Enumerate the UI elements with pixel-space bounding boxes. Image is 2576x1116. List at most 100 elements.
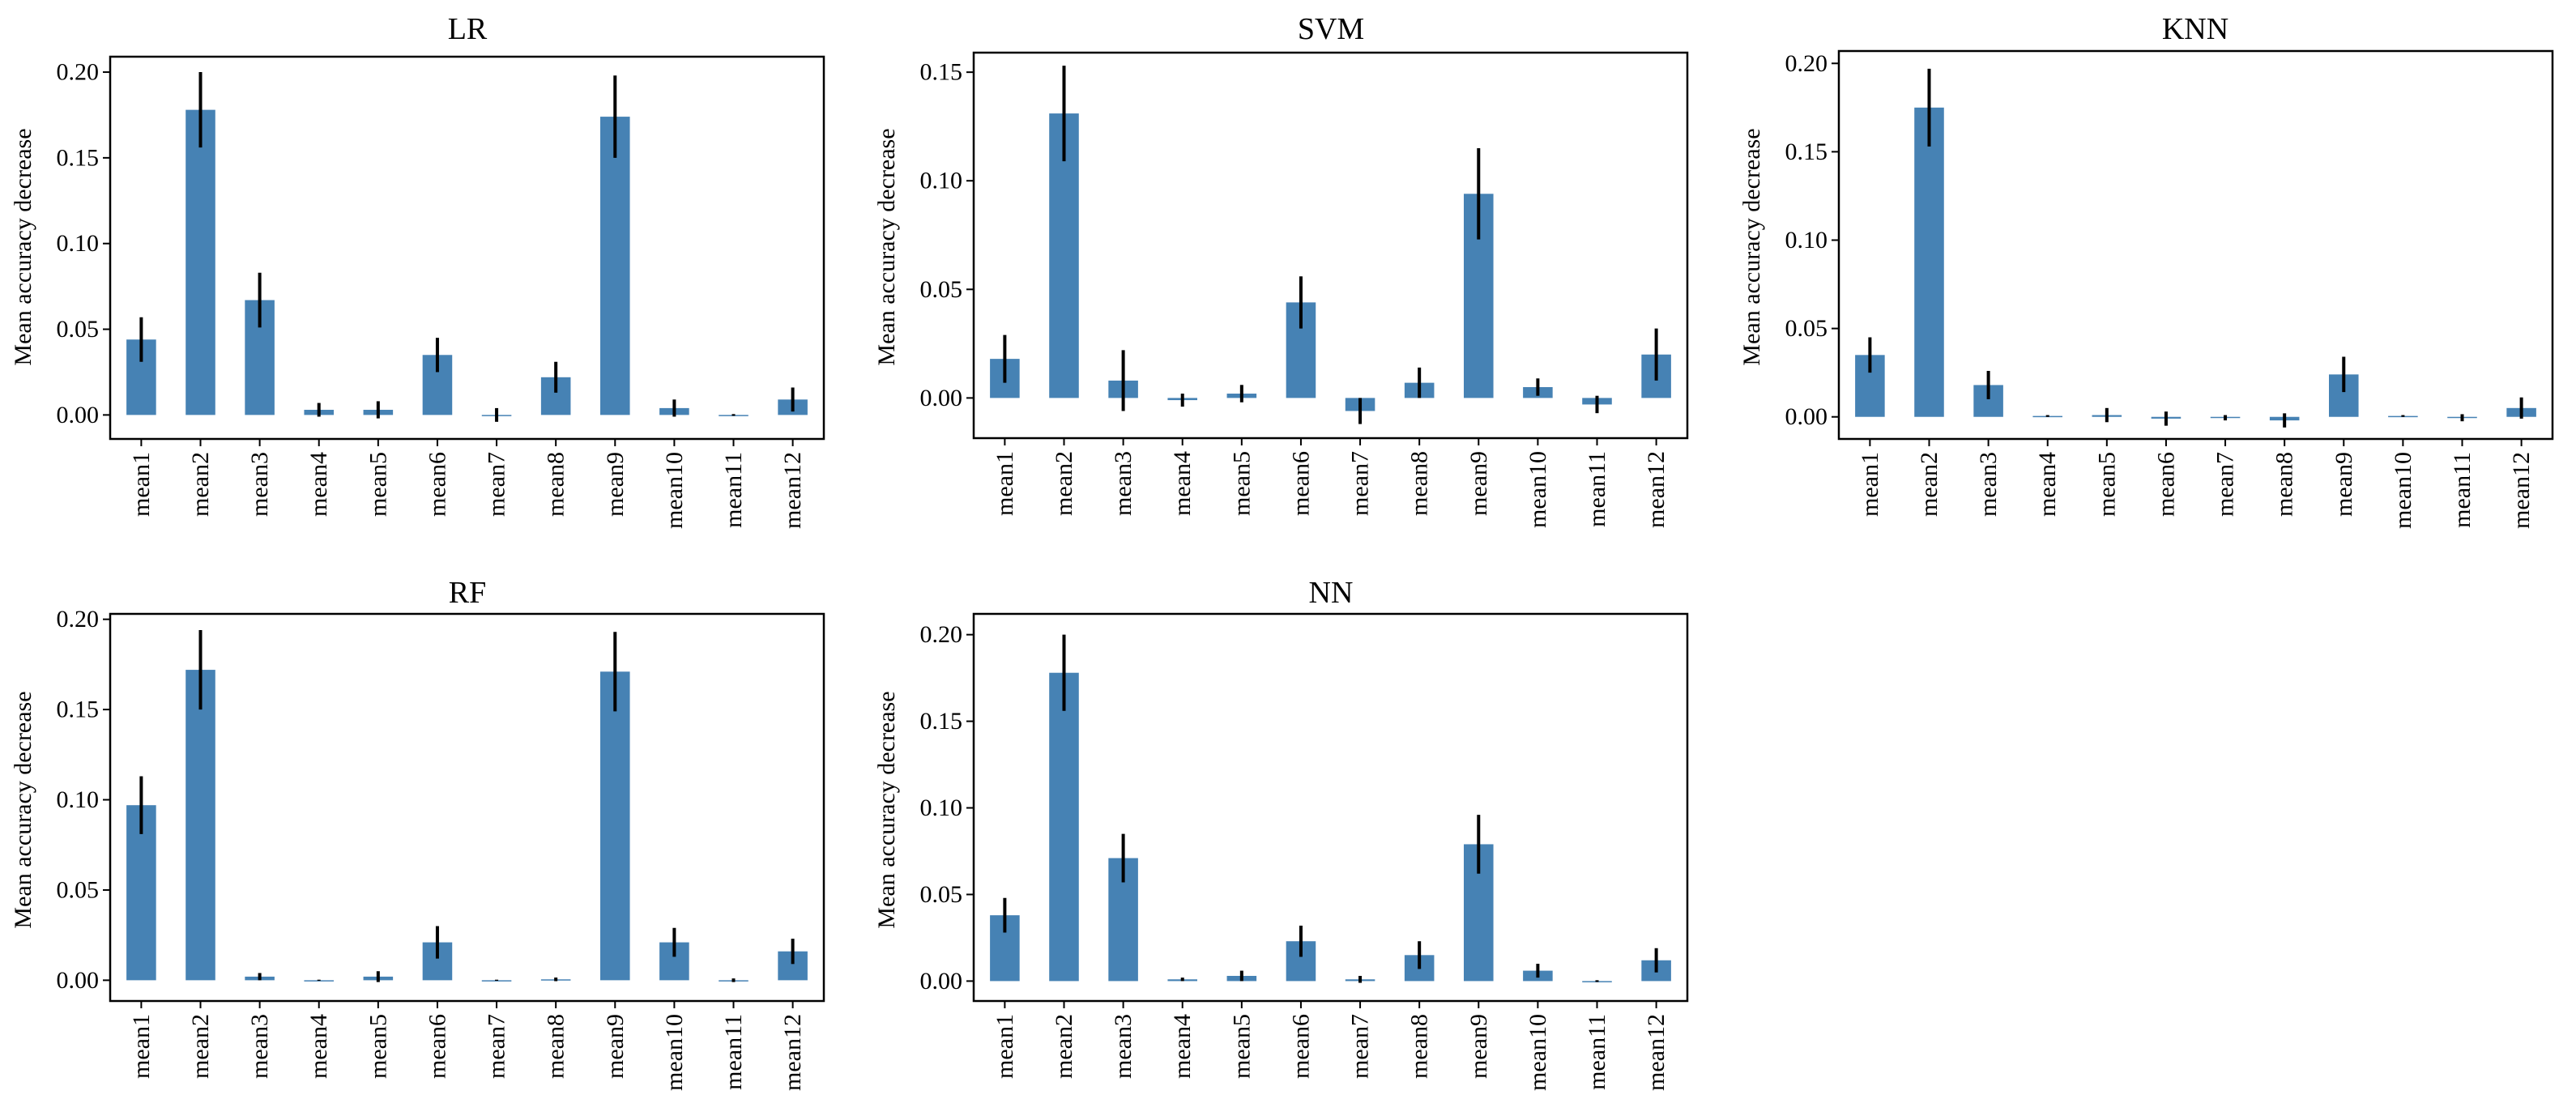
bar-mean2 [186,670,215,981]
y-tick-label: 0.05 [920,881,963,908]
x-tick-label: mean10 [2390,452,2416,529]
x-tick-label: mean11 [1584,451,1610,527]
x-tick-label: mean9 [602,1014,629,1079]
y-tick-label: 0.10 [57,786,100,813]
subplot-lr: LR Mean accuracy decrease 0.000.050.100.… [10,12,825,529]
x-tick-label: mean2 [1916,452,1943,517]
x-tick-label: mean1 [128,1014,155,1079]
bar-mean4 [304,980,334,982]
bar-mean9 [600,117,630,415]
subplot-knn-y-axis: 0.00 0.05 0.10 0.15 0.20 [1785,50,1839,430]
subplot-nn-x-axis: mean1 mean2 mean3 mean4 mean5 mean6 mean7 mean8… [992,1001,1670,1091]
x-tick-label: mean7 [484,1014,510,1079]
y-tick-label: 0.05 [57,876,100,903]
subplot-knn-bars [1855,107,2536,421]
subplot-lr-bars [126,109,808,416]
x-tick-label: mean8 [543,452,569,517]
x-tick-label: mean12 [1643,451,1670,528]
y-tick-label: 0.15 [920,59,963,86]
subplot-svm-error-bars [1003,66,1658,424]
subplot-rf: RF Mean accuracy decrease 0.000.050.100.… [10,576,825,1091]
x-tick-label: mean2 [1051,451,1077,516]
x-tick-label: mean4 [2034,452,2061,517]
subplot-nn-error-bars [1003,634,1658,983]
x-tick-label: mean10 [661,452,688,529]
x-tick-label: mean3 [1975,452,2002,517]
x-tick-label: mean5 [1228,1014,1255,1079]
subplot-knn-ylabel: Mean accuracy decrease [1738,128,1765,365]
subplot-rf-frame [109,612,825,1003]
x-tick-label: mean8 [1406,1014,1433,1079]
subplot-svm-y-axis: 0.00 0.05 0.10 0.15 [920,59,974,411]
subplot-knn-title: KNN [2162,12,2228,46]
x-tick-label: mean9 [1465,451,1492,516]
subplot-rf-ylabel: Mean accuracy decrease [10,691,36,928]
subplot-rf-x-axis: mean1 mean2 mean3 mean4 mean5 mean6 mean7 mean8… [128,1001,806,1091]
x-tick-label: mean3 [246,1014,273,1079]
y-tick-label: 0.20 [57,606,100,633]
subplot-nn-y-axis: 0.00 0.05 0.10 0.15 0.20 [920,621,974,995]
x-tick-label: mean6 [1287,451,1314,516]
bar-mean7 [481,980,512,982]
y-tick-label: 0.00 [1785,403,1828,430]
x-tick-label: mean4 [305,1014,332,1079]
subplot-knn-error-bars [1868,68,2523,428]
x-tick-label: mean12 [779,1014,806,1091]
x-tick-label: mean11 [720,452,747,528]
y-tick-label: 0.10 [57,230,100,257]
bar-mean2 [1049,672,1079,982]
x-tick-label: mean7 [2212,452,2239,517]
subplot-svm: SVM Mean accuracy decrease 0.000.050.100… [873,12,1689,528]
x-tick-label: mean6 [424,1014,450,1079]
y-tick-label: 0.10 [1785,227,1828,253]
subplot-lr-ylabel: Mean accuracy decrease [10,128,36,365]
x-tick-label: mean12 [1643,1014,1670,1091]
x-tick-label: mean5 [1228,451,1255,516]
x-tick-label: mean12 [779,452,806,529]
x-tick-label: mean3 [246,452,273,517]
subplot-nn-bars [990,672,1671,982]
subplot-nn: NN Mean accuracy decrease 0.000.050.100.… [873,576,1689,1091]
x-tick-label: mean8 [543,1014,569,1079]
y-tick-label: 0.05 [1785,315,1828,342]
subplot-svm-x-axis: mean1 mean2 mean3 mean4 mean5 mean6 mean7 mean8… [992,438,1670,528]
x-tick-label: mean9 [602,452,629,517]
y-tick-label: 0.00 [57,967,100,994]
x-tick-label: mean11 [2449,452,2476,528]
x-tick-label: mean1 [128,452,155,517]
y-tick-label: 0.10 [920,168,963,194]
subplot-svm-bars [990,113,1671,411]
y-tick-label: 0.00 [57,402,100,428]
x-tick-label: mean6 [2152,452,2179,517]
x-tick-label: mean7 [1347,451,1374,516]
x-tick-label: mean8 [1406,451,1433,516]
x-tick-label: mean5 [365,452,391,517]
x-tick-label: mean1 [1857,452,1883,517]
x-tick-label: mean11 [720,1014,747,1090]
subplot-rf-bars [126,670,808,982]
x-tick-label: mean4 [1169,1014,1196,1079]
x-tick-label: mean2 [187,452,214,517]
subplot-rf-error-bars [139,630,795,982]
y-tick-label: 0.20 [920,621,963,648]
subplot-svm-title: SVM [1298,12,1364,46]
y-tick-label: 0.15 [1785,138,1828,165]
x-tick-label: mean3 [1110,451,1137,516]
x-tick-label: mean6 [1287,1014,1314,1079]
y-tick-label: 0.00 [920,385,963,411]
x-tick-label: mean6 [424,452,450,517]
x-tick-label: mean5 [2093,452,2120,517]
y-tick-label: 0.05 [920,276,963,303]
x-tick-label: mean9 [2331,452,2357,517]
subplot-lr-error-bars [139,72,795,422]
y-tick-label: 0.20 [1785,50,1828,77]
x-tick-label: mean1 [992,451,1018,516]
subplot-svm-frame [972,51,1689,440]
x-tick-label: mean4 [1169,451,1196,516]
x-tick-label: mean1 [992,1014,1018,1079]
subplot-lr-y-axis: 0.00 0.05 0.10 0.15 0.20 [57,59,110,428]
y-tick-label: 0.05 [57,316,100,343]
bar-mean9 [600,671,630,981]
x-tick-label: mean10 [1525,451,1551,528]
